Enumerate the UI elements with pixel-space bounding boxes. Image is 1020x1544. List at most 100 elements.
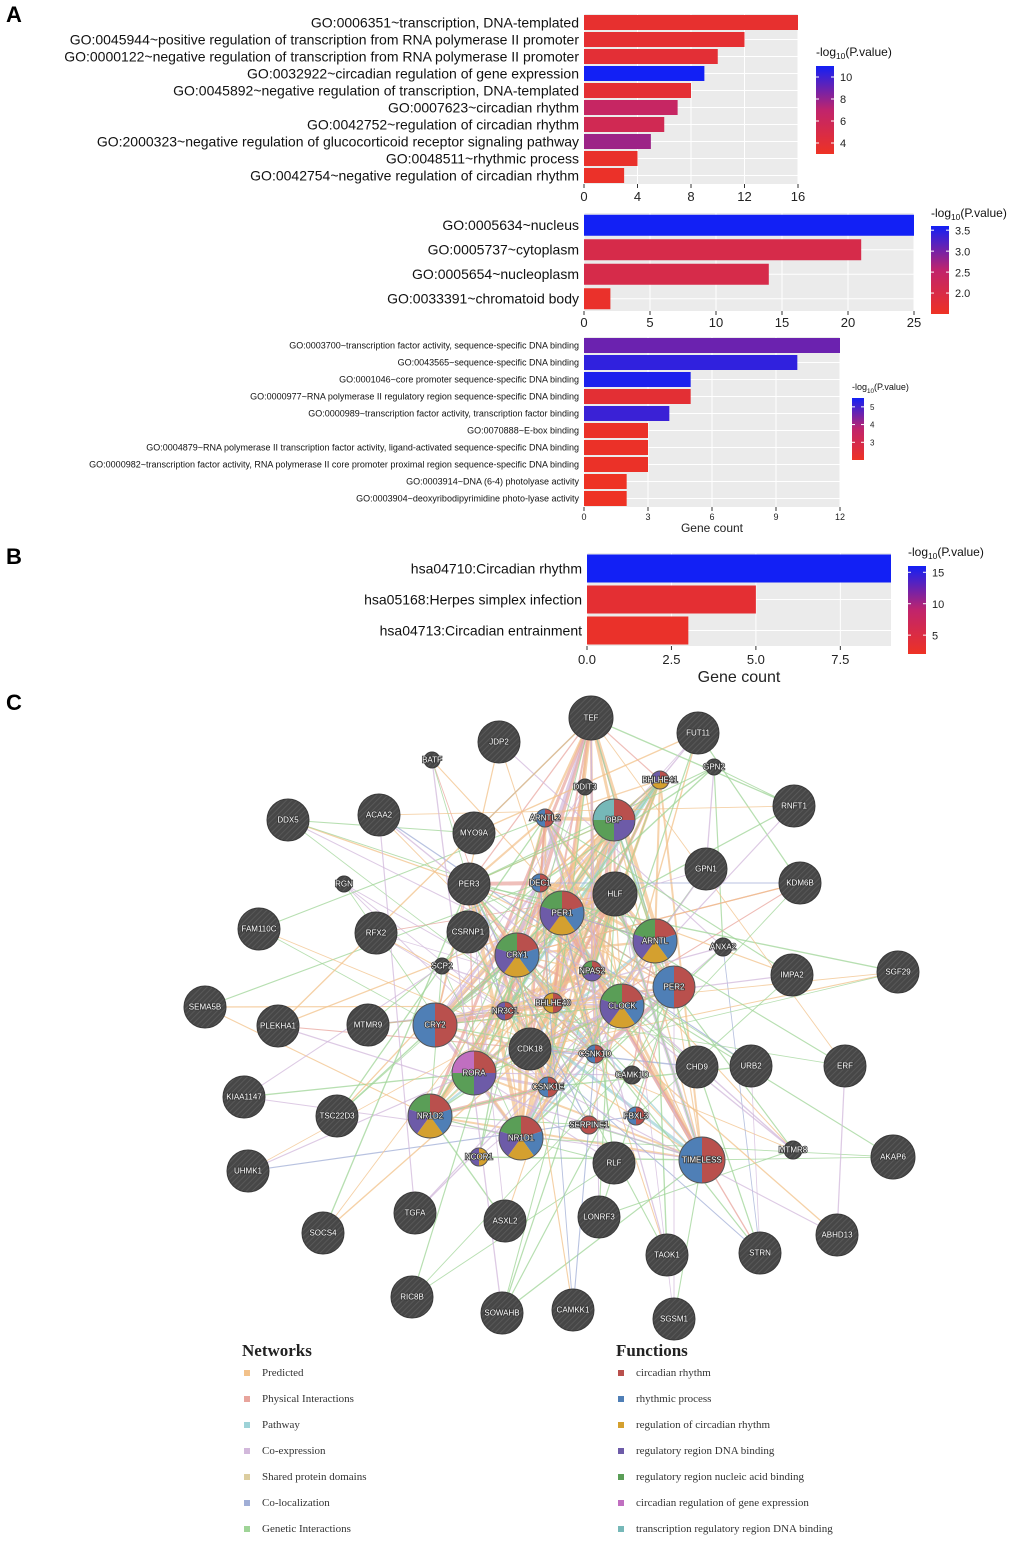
legend-tick-label: 10 <box>932 599 944 611</box>
function-pie-slice <box>543 993 553 1013</box>
network-edge <box>322 883 470 1234</box>
node-label: LONRF3 <box>583 1213 615 1222</box>
network-edge <box>277 717 592 1027</box>
node-circle <box>876 950 920 994</box>
gene-node: RORA <box>451 1050 497 1096</box>
category-label: GO:0000122~negative regulation of transc… <box>64 48 579 64</box>
node-label: IMPA2 <box>780 971 804 980</box>
tick-label: 0 <box>581 512 586 522</box>
category-label: GO:0007623~circadian rhythm <box>388 99 579 115</box>
node-label: KIAA1147 <box>226 1093 262 1102</box>
node-label: MTMR9 <box>354 1021 383 1030</box>
function-pie-slice <box>521 1116 542 1138</box>
node-label: ARNTL2 <box>530 814 561 823</box>
x-axis-label: Gene count <box>698 669 781 686</box>
function-pie-slice <box>627 1107 636 1125</box>
legend-tick-label: 4 <box>870 421 875 430</box>
functions-legend-label: circadian rhythm <box>636 1367 711 1379</box>
tick-label: 4 <box>634 189 641 204</box>
node-circle <box>183 985 227 1029</box>
category-label: GO:0033391~chromatoid body <box>387 291 579 307</box>
function-pie-slice <box>452 1051 474 1073</box>
legend-tick-label: 6 <box>840 116 846 128</box>
node-circle <box>346 1003 390 1047</box>
tick-label: 5 <box>646 315 653 330</box>
function-pie-slice <box>495 948 517 973</box>
color-legend-title: -log10(P.value) <box>816 45 892 61</box>
gene-node: CAMK1D <box>615 1065 650 1085</box>
node-circle <box>483 1199 527 1243</box>
function-pie-slice <box>505 1002 514 1020</box>
network-edge <box>468 717 592 885</box>
node-circle <box>770 953 814 997</box>
function-pie-slice <box>470 1148 479 1166</box>
legend-title-subscript: 10 <box>951 212 961 222</box>
function-pie-slice <box>540 906 562 931</box>
gene-node: RGN <box>334 875 354 893</box>
tick-label: 5.0 <box>747 652 765 667</box>
bar <box>584 474 627 489</box>
bar <box>584 134 651 149</box>
network-edge <box>516 786 586 956</box>
gene-node: RLF <box>592 1141 636 1185</box>
category-label: GO:0003904~deoxyribodipyrimidine photo-l… <box>356 494 579 504</box>
network-edge <box>468 883 506 1012</box>
tick-label: 12 <box>737 189 751 204</box>
function-pie-slice <box>593 820 614 841</box>
networks-legend-label: Predicted <box>262 1367 304 1379</box>
networks-legend-label: Physical Interactions <box>262 1393 354 1405</box>
legend-title-suffix: (P.value) <box>960 206 1006 220</box>
legend-tick-label: 2.5 <box>955 267 970 279</box>
node-label: SGSM1 <box>660 1315 689 1324</box>
node-label: CLOCK <box>608 1002 636 1011</box>
function-pie-slice <box>609 1006 635 1029</box>
network-edge <box>243 965 443 1098</box>
category-label: GO:0042752~regulation of circadian rhyth… <box>307 116 579 132</box>
function-pie-slice <box>521 1131 543 1156</box>
kegg-pathway-chart: hsa04710:Circadian rhythm hsa05168:Herpes… <box>364 545 984 686</box>
tick-label: 0 <box>580 189 587 204</box>
network-edge <box>529 1048 698 1068</box>
function-pie-slice <box>633 934 655 959</box>
node-label: SEMA5B <box>189 1003 221 1012</box>
tick-label: 8 <box>687 189 694 204</box>
tick-label: 0 <box>580 315 587 330</box>
node-circle <box>446 910 490 954</box>
node-circle <box>390 1275 434 1319</box>
network-edge <box>613 819 761 1254</box>
node-circle <box>783 1140 803 1160</box>
bar <box>584 263 769 285</box>
function-pie-slice <box>408 1109 430 1134</box>
go-molecular-function-chart: GO:0003700~transcription factor activity… <box>89 337 909 535</box>
function-pie-slice <box>496 933 517 955</box>
bar <box>584 168 625 183</box>
node-circle <box>226 1149 270 1193</box>
network-edge <box>504 971 899 1012</box>
category-label: GO:0004879~RNA polymerase II transcripti… <box>146 443 579 453</box>
function-pie-slice <box>601 984 622 1006</box>
functions-legend-swatch <box>618 1500 624 1506</box>
functions-legend-swatch <box>618 1526 624 1532</box>
function-pie-slice <box>504 955 530 977</box>
node-outline <box>542 992 564 1014</box>
node-label: PLEKHA1 <box>260 1022 297 1031</box>
network-edge <box>516 954 637 1117</box>
node-label: MYO9A <box>460 829 489 838</box>
function-pie-slice <box>622 999 644 1024</box>
node-outline <box>626 1106 646 1126</box>
bar <box>584 151 638 166</box>
gene-node: BHLHE40 <box>534 992 572 1014</box>
category-label: hsa05168:Herpes simplex infection <box>364 591 582 607</box>
network-edge <box>247 1115 637 1172</box>
network-edge <box>701 1156 894 1161</box>
node-label: RGN <box>335 880 353 889</box>
color-legend-title: -log10(P.value) <box>908 545 984 561</box>
node-label: CSNK1E <box>532 1083 564 1092</box>
function-pie-slice <box>474 1051 496 1073</box>
node-outline <box>592 798 636 842</box>
network-edge <box>501 732 699 1314</box>
category-label: GO:0001046~core promoter sequence-specif… <box>339 375 579 385</box>
node-outline <box>650 770 670 790</box>
function-pie-slice <box>536 809 545 827</box>
category-label: GO:0043565~sequence-specific DNA binding <box>398 358 579 368</box>
